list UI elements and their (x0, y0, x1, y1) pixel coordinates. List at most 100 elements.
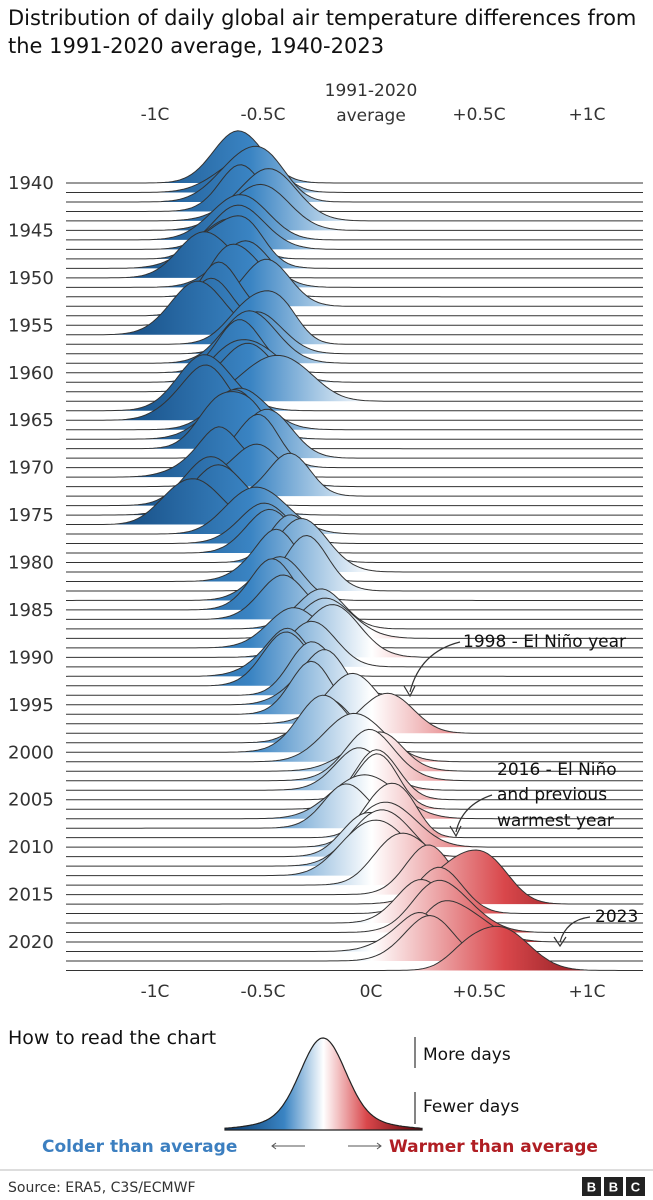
year-label-1940: 1940 (8, 173, 54, 194)
year-label-1950: 1950 (8, 268, 54, 289)
ridge-fill-2004 (66, 747, 643, 791)
ridge-line-2019 (66, 879, 643, 933)
ridge-fill-1972 (66, 444, 643, 487)
ridge-line-2014 (66, 832, 643, 886)
ridge-line-1948 (66, 218, 643, 260)
ridge-line-1980 (66, 514, 643, 563)
ridge-line-1965 (66, 364, 643, 421)
ridge-line-1962 (66, 342, 643, 393)
legend-fewer-days: Fewer days (423, 1097, 519, 1117)
ridge-line-1967 (66, 389, 643, 440)
ridge-series (65, 130, 644, 971)
annotation-1998-arrow (409, 641, 461, 693)
ridge-fill-1949 (66, 215, 643, 269)
ridge-fill-1954 (66, 262, 643, 316)
ridge-line-2023 (66, 925, 643, 971)
ridge-line-1961 (66, 339, 643, 383)
legend-more-days: More days (423, 1045, 511, 1065)
bottom-tick-minus05: -0.5C (240, 982, 285, 1002)
ridge-line-1982 (66, 528, 643, 582)
ridge-line-1976 (66, 478, 643, 525)
bbc-logo-b1: B (587, 1180, 596, 1195)
ridge-line-1942 (66, 145, 643, 203)
ridge-fill-1943 (66, 164, 643, 212)
ridge-fill-1945 (66, 184, 643, 231)
annotation-2016-arrowhead (449, 825, 462, 838)
year-label-1955: 1955 (8, 315, 54, 336)
bottom-tick-plus1: +1C (569, 982, 606, 1002)
ridge-line-2016 (66, 849, 644, 905)
ridge-line-2018 (66, 878, 643, 924)
ridge-line-1990 (66, 604, 643, 658)
ridge-line-1974 (66, 456, 643, 507)
year-label-1995: 1995 (8, 695, 54, 716)
bottom-tick-minus1: -1C (141, 982, 170, 1002)
ridge-fill-1963 (66, 355, 643, 402)
ridge-line-1963 (66, 354, 643, 402)
top-tick-average-line2: average (336, 106, 406, 126)
ridge-line-1953 (66, 258, 643, 307)
ridge-line-2013 (66, 819, 643, 877)
annotation-2016-line1: 2016 - El Niño (497, 760, 617, 780)
ridge-line-1946 (66, 194, 643, 241)
ridge-fill-1948 (66, 219, 643, 259)
ridge-line-1955 (66, 277, 643, 326)
ridge-line-1973 (66, 452, 643, 497)
ridge-fill-2018 (66, 879, 643, 923)
ridge-line-2012 (66, 809, 643, 867)
ridge-line-1972 (66, 443, 643, 488)
ridge-fill-1976 (66, 478, 643, 525)
annotation-1998: 1998 - El Niño year (463, 632, 626, 652)
ridge-fill-1944 (66, 168, 643, 221)
ridge-fill-2013 (66, 820, 643, 876)
annotation-2016-line2: and previous (497, 785, 607, 805)
bbc-logo-b2: B (609, 1180, 618, 1195)
ridge-fill-1988 (66, 598, 643, 639)
ridge-fill-1942 (66, 146, 643, 202)
ridge-line-2007 (66, 774, 643, 820)
annotation-2023: 2023 (595, 907, 638, 927)
ridge-line-1968 (65, 391, 643, 450)
year-label-2020: 2020 (8, 932, 54, 953)
ridge-fill-1977 (66, 487, 643, 534)
ridge-line-1944 (66, 168, 643, 222)
top-tick-average-line1: 1991-2020 (325, 81, 418, 101)
annotation-2023-arrow (559, 916, 591, 943)
ridge-line-1952 (65, 243, 643, 298)
legend-warmer: Warmer than average (389, 1137, 598, 1157)
ridge-line-2001 (66, 712, 643, 763)
annotation-2023-arrowhead (553, 936, 567, 948)
ridge-line-1950 (66, 231, 643, 279)
ridge-line-1988 (66, 597, 643, 639)
ridge-fill-1956 (66, 281, 643, 335)
how-to-read-legend: How to read the chart More days Fewer da… (8, 1027, 598, 1157)
ridge-line-2017 (66, 866, 643, 914)
ridge-line-1966 (66, 387, 643, 431)
chart-title: Distribution of daily global air tempera… (8, 6, 637, 58)
top-axis: -1C -0.5C 1991-2020 average +0.5C +1C (141, 81, 606, 126)
ridge-fill-1940 (66, 130, 643, 183)
ridge-line-1943 (66, 164, 643, 212)
ridge-line-1985 (66, 558, 643, 611)
ridge-line-1977 (66, 486, 643, 535)
annotation-2016-arrow (455, 794, 493, 833)
ridge-line-2004 (66, 747, 643, 791)
ridge-line-1954 (66, 261, 643, 317)
ridge-line-2008 (66, 783, 643, 829)
year-label-2005: 2005 (8, 790, 54, 811)
bottom-axis: -1C -0.5C 0C +0.5C +1C (141, 982, 606, 1002)
top-tick-plus05: +0.5C (452, 105, 505, 125)
ridge-line-1978 (66, 502, 643, 544)
colder-arrowhead (271, 1142, 277, 1150)
ridge-fill-1950 (66, 231, 643, 278)
bbc-logo: B B C (582, 1177, 645, 1196)
ridge-line-2021 (66, 911, 643, 952)
ridge-fill-2008 (66, 783, 643, 829)
ridge-fill-1971 (66, 426, 643, 478)
ridge-line-2005 (66, 749, 643, 801)
ridge-line-2015 (66, 844, 643, 896)
ridge-line-2011 (66, 811, 643, 858)
ridge-line-1959 (66, 310, 643, 364)
year-label-1960: 1960 (8, 363, 54, 384)
